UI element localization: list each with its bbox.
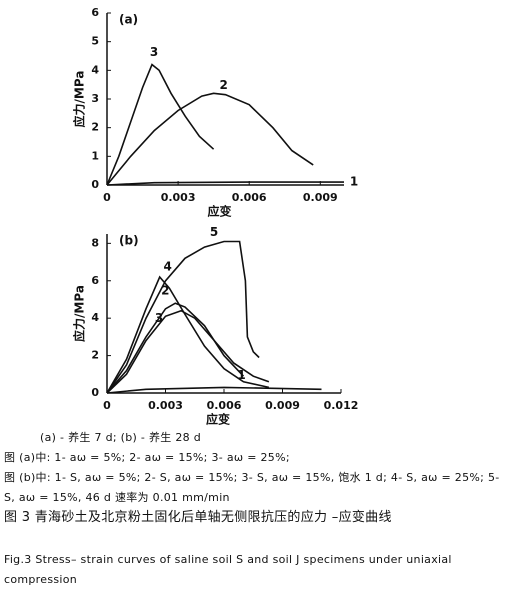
line xyxy=(106,92,314,186)
x-tick-label: 0.003 xyxy=(161,191,196,204)
line xyxy=(106,275,270,394)
series-label: 4 xyxy=(163,260,171,274)
y-tick-label: 6 xyxy=(91,6,99,19)
series-label: 2 xyxy=(219,78,227,92)
y-tick-label: 2 xyxy=(91,121,99,134)
y-axis-label: 应力/MPa xyxy=(72,71,87,128)
caption-line: 图 (b)中: 1- S, aω = 5%; 2- S, aω = 15%; 3… xyxy=(4,471,500,504)
y-tick-label: 3 xyxy=(91,92,99,105)
y-tick-label: 2 xyxy=(91,349,99,362)
series-label: 1 xyxy=(350,175,358,189)
line xyxy=(106,386,322,394)
caption-line: 图 (a)中: 1- aω = 5%; 2- aω = 15%; 3- aω =… xyxy=(4,451,290,464)
x-tick-label: 0.006 xyxy=(232,191,267,204)
x-tick-label: 0 xyxy=(103,399,111,412)
y-tick-label: 0 xyxy=(91,178,99,191)
y-tick-label: 8 xyxy=(91,236,99,249)
x-tick-label: 0.003 xyxy=(148,399,183,412)
y-tick-label: 6 xyxy=(91,274,99,287)
x-tick-label: 0.012 xyxy=(324,399,359,412)
line xyxy=(106,181,344,186)
series-label: 3 xyxy=(155,311,163,325)
y-tick-label: 5 xyxy=(91,35,99,48)
line xyxy=(106,309,270,394)
caption-title: 图 3 青海砂土及北京粉土固化后单轴无侧限抗压的应力 –应变曲线 xyxy=(4,510,392,525)
x-tick-label: 0 xyxy=(103,191,111,204)
caption-title-en: Fig.3 Stress– strain curves of saline so… xyxy=(4,553,452,586)
x-tick-label: 0.009 xyxy=(303,191,338,204)
x-tick-label: 0.009 xyxy=(265,399,300,412)
line xyxy=(106,240,260,394)
y-tick-label: 4 xyxy=(91,63,99,76)
x-axis-label: 应变 xyxy=(207,204,231,219)
y-axis-label: 应力/MPa xyxy=(72,285,87,342)
y-tick-label: 1 xyxy=(91,149,99,162)
series-label: 2 xyxy=(161,284,169,298)
panel-label: (a) xyxy=(119,13,138,27)
y-tick-label: 4 xyxy=(91,311,99,324)
line xyxy=(106,63,215,186)
line xyxy=(106,302,245,394)
x-tick-label: 0.006 xyxy=(207,399,242,412)
series-label: 5 xyxy=(210,225,218,239)
series-label: 3 xyxy=(150,45,158,59)
caption-line: (a) - 养生 7 d; (b) - 养生 28 d xyxy=(40,431,202,444)
x-axis-label: 应变 xyxy=(206,412,230,427)
y-tick-label: 0 xyxy=(91,386,99,399)
panel-label: (b) xyxy=(119,234,139,248)
